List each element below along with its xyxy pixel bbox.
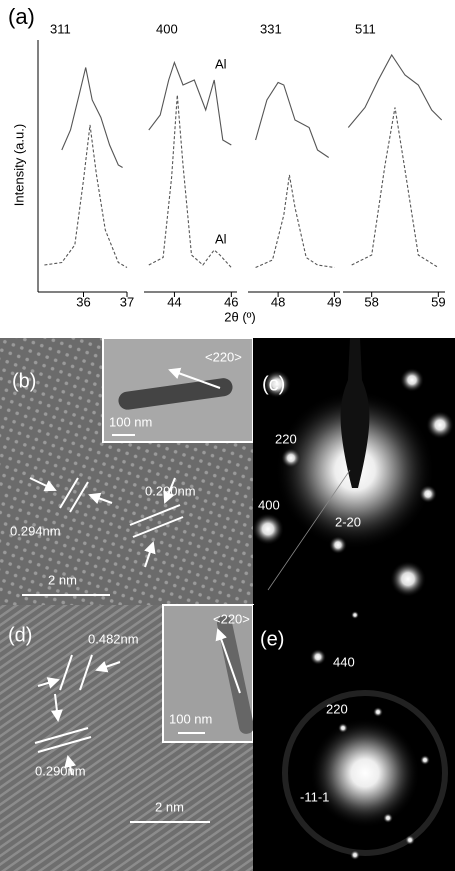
- arrow: [95, 661, 121, 673]
- x-tick-label: 49: [327, 294, 341, 309]
- inset-scale-label: 100 nm: [169, 711, 212, 726]
- intensity-curve: [148, 94, 232, 268]
- spacing-label: 0.290nm: [35, 763, 86, 778]
- fringe: [59, 654, 73, 691]
- intensity-curve: [255, 81, 330, 158]
- nanorod: [118, 378, 233, 410]
- fringe: [59, 477, 79, 509]
- intensity-curve: [347, 53, 443, 128]
- scale-label: 2 nm: [155, 799, 184, 814]
- panel-c: (c) 220 400 2-20: [252, 338, 455, 605]
- panel-b: (b) <220> 100 nm 0.294nm 0.290nm 2 nm: [0, 337, 254, 605]
- panel-d: (d) <220> 100 nm 0.482nm 0.290nm 2 nm: [0, 604, 254, 871]
- subplot-title: 511: [355, 21, 376, 36]
- direction-label: <220>: [213, 611, 250, 626]
- spacing-label: 0.290nm: [145, 483, 196, 498]
- arrow: [50, 693, 63, 722]
- arrow: [144, 541, 156, 568]
- intensity-curve: [255, 174, 335, 269]
- x-tick-label: 58: [364, 294, 378, 309]
- arrow: [37, 677, 60, 689]
- panel-label: (e): [260, 628, 284, 650]
- fringe: [34, 727, 89, 744]
- intensity-curve: [44, 124, 128, 268]
- arrow: [64, 755, 77, 776]
- x-tick-label: 46: [224, 294, 238, 309]
- arrow: [163, 477, 176, 504]
- x-tick-label: 48: [271, 294, 285, 309]
- y-axis-label: Intensity (a.u.): [11, 124, 26, 206]
- subplot-title: 311: [50, 21, 71, 36]
- annotation: Al: [215, 231, 227, 246]
- fringe: [69, 481, 89, 513]
- scale-label: 2 nm: [48, 572, 77, 587]
- panel-label: (c): [262, 373, 285, 395]
- panel-label: (d): [8, 624, 32, 646]
- arrow: [215, 628, 241, 694]
- x-tick-label: 59: [431, 294, 445, 309]
- intensity-curve: [148, 60, 232, 146]
- spot-label: 440: [333, 654, 355, 669]
- fringe: [37, 736, 92, 753]
- x-tick-label: 36: [76, 294, 90, 309]
- x-tick-label: 37: [120, 294, 134, 309]
- spot-label: 2-20: [335, 514, 361, 529]
- arrow: [29, 477, 57, 492]
- panel-label: (b): [12, 370, 36, 392]
- annotation: Al: [215, 56, 227, 71]
- x-axis-label: 2θ (º): [224, 309, 255, 324]
- spacing-label: 0.482nm: [88, 631, 139, 646]
- spot-label: 400: [258, 497, 280, 512]
- inset-scale-label: 100 nm: [109, 414, 152, 429]
- panel-e: (e) 440 220 -11-1: [253, 605, 455, 871]
- x-tick-label: 44: [167, 294, 181, 309]
- arrow: [88, 492, 113, 505]
- xrd-plots: 311 36 37 400 44 46 Al Al 331 48 49 511 58 59: [38, 21, 446, 309]
- intensity-curve: [61, 67, 123, 168]
- central-beam: [310, 718, 420, 828]
- subplot-title: 400: [156, 21, 178, 36]
- direction-label: <220>: [205, 349, 242, 364]
- spot-label: -11-1: [300, 789, 329, 804]
- panel-label: (a): [8, 4, 35, 29]
- fringe: [132, 516, 184, 538]
- arrow: [168, 367, 221, 389]
- spot-label: 220: [275, 431, 297, 446]
- beam-stop: [340, 338, 370, 488]
- nanorod: [216, 615, 254, 734]
- fringe: [79, 654, 93, 691]
- spacing-label: 0.294nm: [10, 523, 61, 538]
- intensity-curve: [351, 107, 439, 268]
- fringe: [129, 504, 181, 526]
- spot-label: 220: [326, 701, 348, 716]
- subplot-title: 331: [260, 21, 282, 36]
